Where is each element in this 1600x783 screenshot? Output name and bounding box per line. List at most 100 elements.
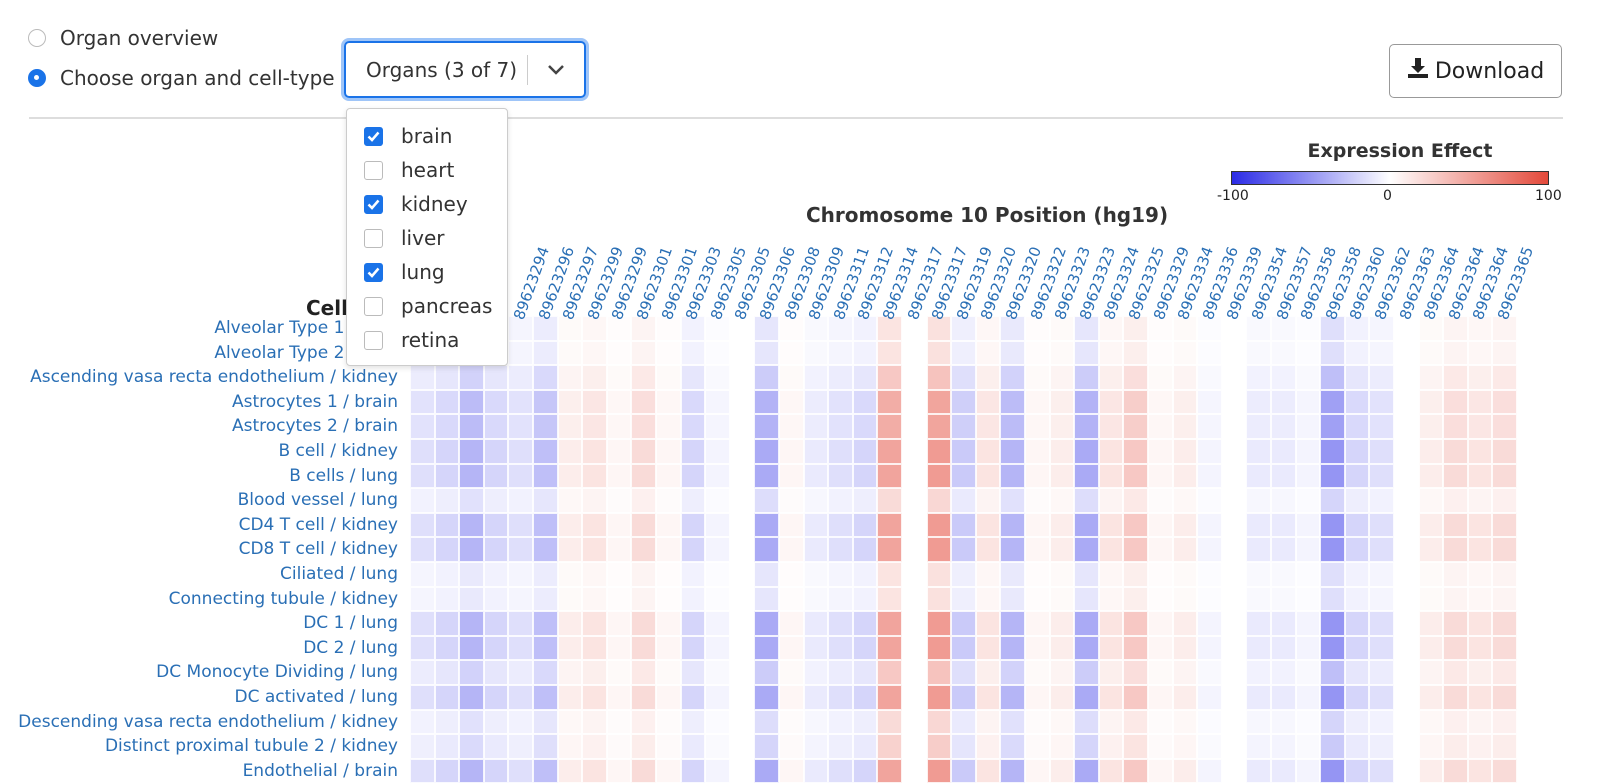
radio-button[interactable] — [28, 29, 46, 47]
row-label[interactable]: DC Monocyte Dividing / lung — [156, 662, 398, 683]
chevron-down-icon[interactable] — [528, 63, 584, 77]
heatmap-cell — [533, 512, 558, 538]
organ-option-liver[interactable]: liver — [347, 221, 507, 255]
heatmap-cell — [1197, 316, 1222, 341]
heatmap-cell — [705, 512, 730, 538]
radio-organ-overview[interactable]: Organ overview — [28, 26, 218, 50]
organ-option-kidney[interactable]: kidney — [347, 187, 507, 221]
heatmap-cell — [1221, 463, 1247, 489]
heatmap-cell — [1074, 512, 1099, 538]
heatmap-cell — [902, 635, 927, 661]
heatmap-cell — [1025, 685, 1050, 710]
heatmap-cell — [1074, 365, 1099, 390]
heatmap-cell — [533, 389, 558, 415]
organ-option-heart[interactable]: heart — [347, 153, 507, 187]
radio-label: Organ overview — [60, 26, 219, 50]
row-label[interactable]: B cell / kidney — [278, 441, 398, 461]
heatmap-cell — [1418, 389, 1444, 415]
heatmap-cell — [975, 414, 1001, 439]
checkbox-checked[interactable] — [364, 126, 383, 146]
heatmap-cell — [680, 537, 706, 562]
heatmap-cell — [705, 414, 730, 439]
checkbox-checked[interactable] — [364, 262, 383, 282]
heatmap-cell — [483, 611, 509, 636]
organ-option-lung[interactable]: lung — [347, 255, 507, 289]
row-label[interactable]: DC activated / lung — [234, 687, 398, 707]
download-button[interactable]: Download — [1389, 44, 1562, 98]
heatmap-cell — [1295, 439, 1321, 464]
checkbox-checked[interactable] — [364, 194, 383, 214]
organ-option-brain[interactable]: brain — [347, 119, 507, 153]
heatmap-cell — [951, 463, 976, 489]
heatmap-cell — [582, 463, 607, 489]
row-label[interactable]: CD8 T cell / kidney — [238, 539, 398, 560]
heatmap-cell — [1418, 439, 1444, 464]
checkbox-unchecked[interactable] — [364, 330, 383, 350]
organ-option-pancreas[interactable]: pancreas — [347, 289, 507, 323]
heatmap-cell — [729, 635, 755, 661]
organ-select[interactable]: Organs (3 of 7) — [344, 41, 586, 98]
heatmap-cell — [508, 537, 533, 562]
row-label[interactable]: Connecting tubule / kidney — [168, 588, 398, 609]
checkbox-unchecked[interactable] — [364, 160, 383, 180]
row-label[interactable]: Astrocytes 2 / brain — [231, 416, 398, 437]
heatmap-cell — [1172, 340, 1198, 366]
row-label[interactable]: Blood vessel / lung — [237, 490, 398, 511]
heatmap-cell — [1492, 316, 1517, 341]
heatmap-cell — [926, 685, 952, 710]
heatmap-cell — [1148, 340, 1173, 366]
heatmap-cell — [1320, 709, 1345, 735]
heatmap-cell — [1148, 562, 1173, 587]
heatmap-cell — [705, 611, 730, 636]
organ-option-retina[interactable]: retina — [347, 323, 507, 357]
heatmap-cell — [951, 316, 976, 341]
heatmap-cell — [1172, 537, 1198, 562]
heatmap-cell — [1123, 586, 1148, 612]
row-label[interactable]: Descending vasa recta endothelium / kidn… — [18, 711, 398, 732]
heatmap-cell — [1467, 734, 1493, 759]
row-label[interactable]: Ascending vasa recta endothelium / kidne… — [30, 367, 398, 388]
heatmap-cell — [582, 340, 607, 366]
heatmap-cell — [631, 365, 656, 390]
heatmap-cell — [680, 635, 706, 661]
heatmap-cell — [1197, 758, 1222, 783]
row-label[interactable]: CD4 T cell / kidney — [238, 514, 398, 535]
row-label[interactable]: Distinct proximal tubule 2 / kidney — [104, 736, 398, 757]
heatmap-cell — [705, 463, 730, 489]
radio-button[interactable] — [28, 69, 46, 87]
row-label[interactable]: Astrocytes 1 / brain — [231, 391, 398, 412]
legend-title: Expression Effect — [1307, 140, 1493, 162]
heatmap-cell — [951, 562, 976, 587]
heatmap-cell — [606, 562, 632, 587]
heatmap-cell — [656, 685, 681, 710]
row-label[interactable]: Endothelial / brain — [242, 760, 398, 781]
heatmap-cell — [902, 562, 927, 587]
heatmap-cell — [828, 562, 853, 587]
radio-choose-organ-celltype[interactable]: Choose organ and cell-type — [28, 66, 335, 90]
heatmap-cell — [1025, 488, 1050, 513]
heatmap-cell — [1295, 660, 1321, 685]
row-label[interactable]: B cells / lung — [289, 465, 398, 486]
row-label[interactable]: DC 1 / lung — [303, 613, 398, 634]
heatmap-cell — [1148, 463, 1173, 489]
row-label[interactable]: DC 2 / lung — [303, 637, 398, 658]
heatmap-cell — [729, 685, 755, 710]
heatmap-cell — [1098, 340, 1124, 366]
checkbox-unchecked[interactable] — [364, 296, 383, 316]
heatmap-cell — [1123, 709, 1148, 735]
heatmap-cell — [1221, 586, 1247, 612]
heatmap-cell — [1246, 512, 1271, 538]
heatmap-cell — [1443, 758, 1468, 783]
checkbox-unchecked[interactable] — [364, 228, 383, 248]
heatmap-cell — [1492, 562, 1517, 587]
organ-dropdown-menu: brain heart kidney liver lung pancreas retina — [346, 108, 508, 366]
heatmap-cell — [533, 734, 558, 759]
row-label[interactable]: Ciliated / lung — [280, 564, 398, 584]
heatmap-cell — [1123, 685, 1148, 710]
heatmap-cell — [533, 635, 558, 661]
heatmap-cell — [606, 316, 632, 341]
heatmap-cell — [729, 734, 755, 759]
heatmap-cell — [852, 562, 878, 587]
heatmap-cell — [1443, 734, 1468, 759]
heatmap-cell — [754, 635, 779, 661]
